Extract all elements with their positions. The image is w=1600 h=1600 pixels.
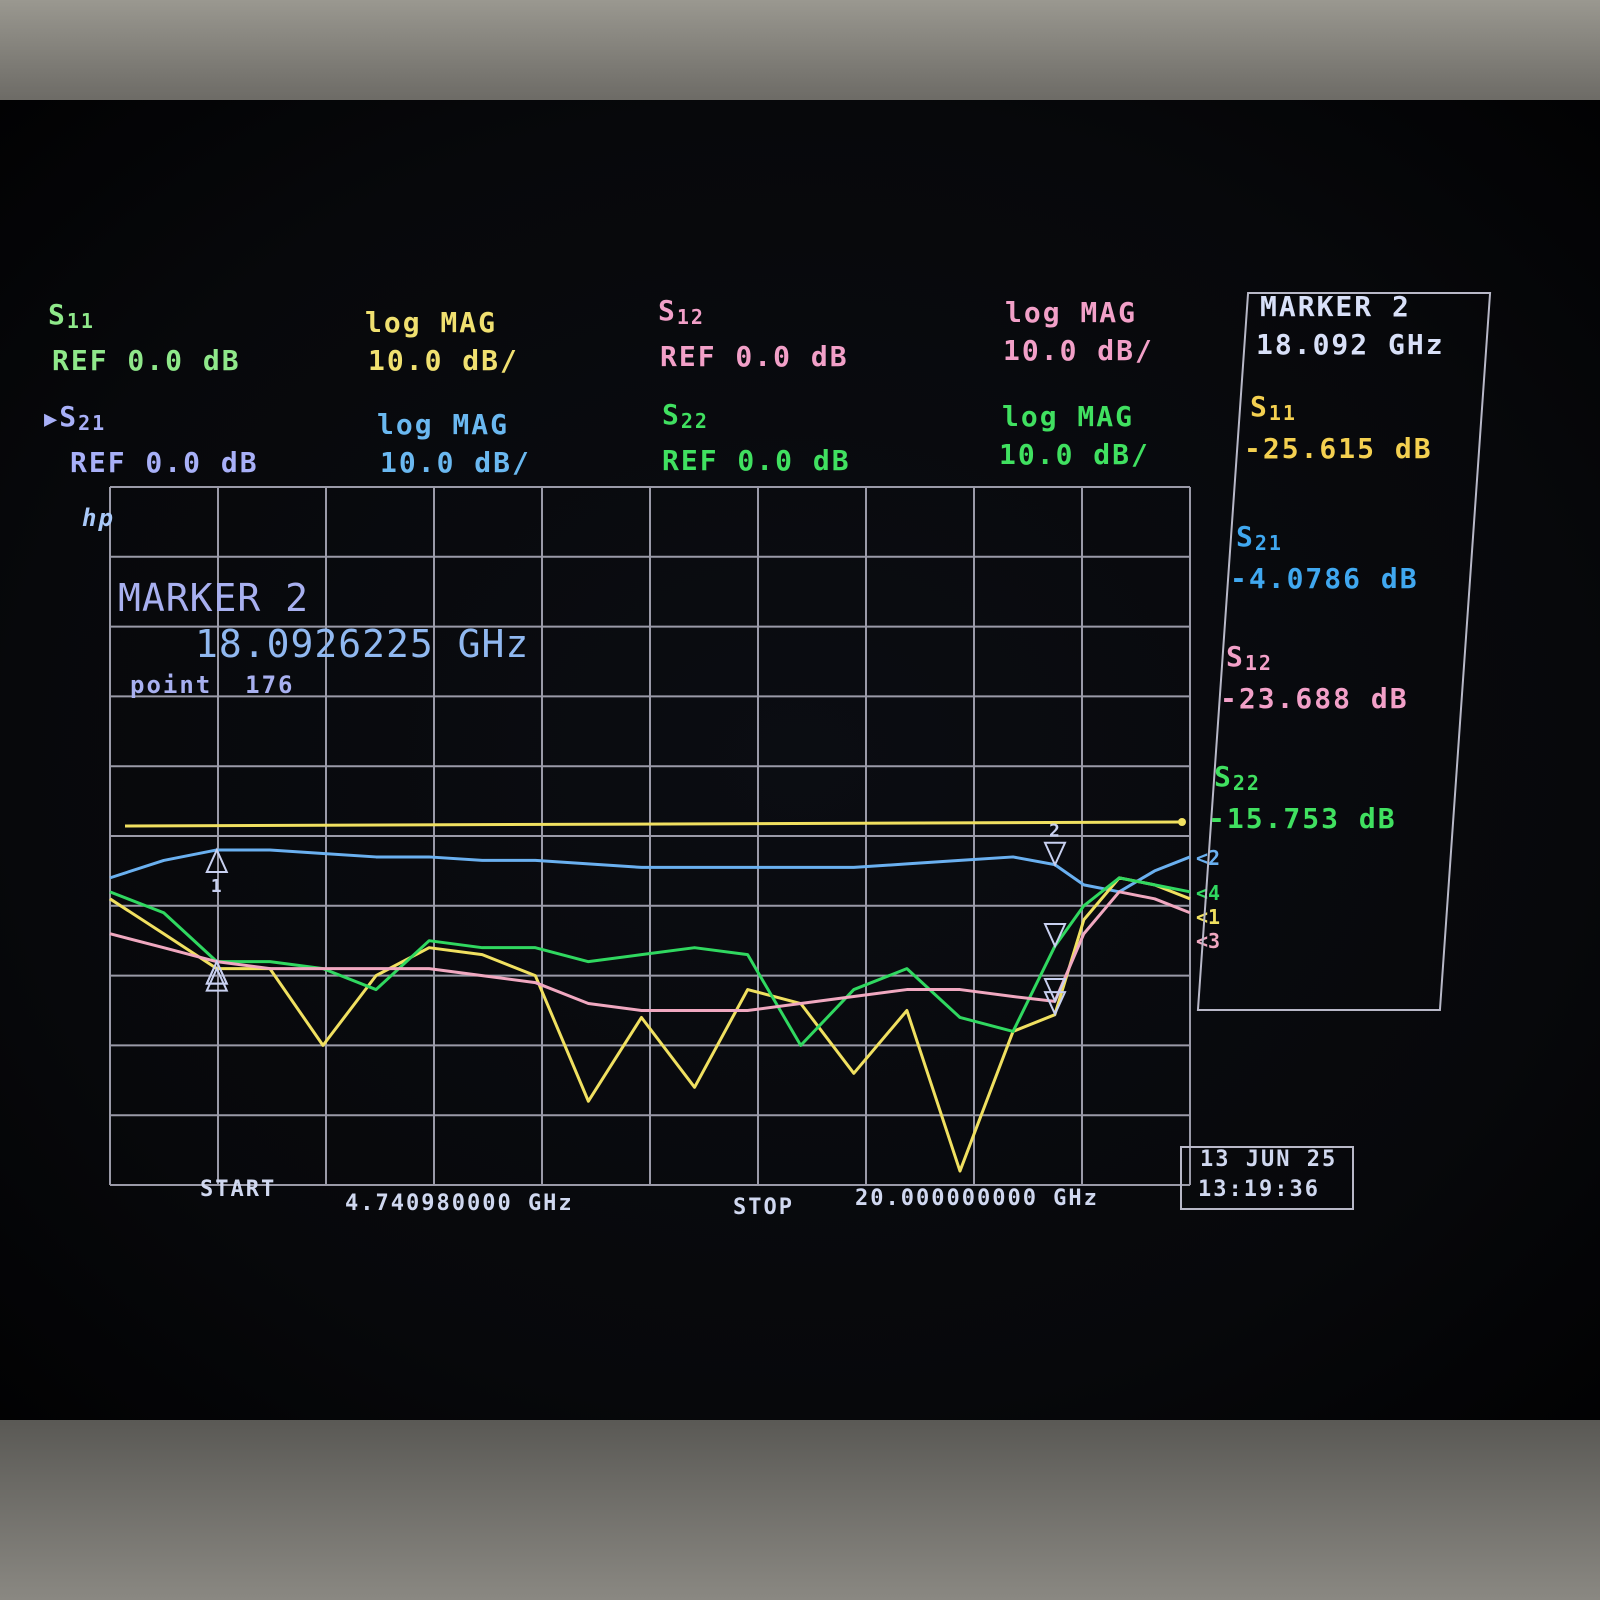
ch-s21-ref: REF 0.0 dB — [70, 446, 259, 479]
ch-s22-format: log MAG — [1002, 400, 1135, 433]
marker-2-label: 2 — [1049, 821, 1060, 842]
start-label: START — [200, 1177, 277, 1202]
instrument-bezel-bottom — [0, 1420, 1600, 1600]
stop-value: 20.000000000 GHz — [855, 1186, 1099, 1211]
readout-s22-label: S22 — [1214, 760, 1261, 795]
readout-title: MARKER 2 — [1260, 290, 1411, 323]
readout-s21-label: S21 — [1236, 520, 1283, 555]
trace-end-label-s22: <4 — [1196, 881, 1220, 905]
readout-s12-label: S12 — [1226, 640, 1273, 675]
trace-s22 — [109, 876, 1191, 1047]
readout-s12-value: -23.688 dB — [1220, 682, 1409, 715]
trace-end-label-s11: <1 — [1196, 905, 1220, 929]
ch-s22-label: S22 — [662, 398, 709, 433]
ch-s11-format: log MAG — [365, 306, 498, 339]
readout-s22-value: -15.753 dB — [1208, 802, 1397, 835]
ch-s11-label: S11 — [48, 298, 95, 333]
stop-label: STOP — [733, 1195, 794, 1220]
marker-2-triangle-s21 — [1043, 841, 1067, 868]
ch-s11-scale: 10.0 dB/ — [368, 344, 519, 377]
trace-end-label-s12: <3 — [1196, 929, 1220, 953]
readout-s21-value: -4.0786 dB — [1230, 562, 1419, 595]
reference-line — [124, 820, 1183, 828]
ch-s12-ref: REF 0.0 dB — [660, 340, 849, 373]
marker-annotation-freq: 18.0926225 GHz — [195, 622, 530, 666]
active-channel-indicator: ▶ — [44, 407, 60, 432]
instrument-bezel-top — [0, 0, 1600, 100]
marker-2-triangle-s22 — [1043, 923, 1067, 949]
marker-2-triangle-s11 — [1043, 991, 1067, 1017]
ch-s22-ref: REF 0.0 dB — [662, 444, 851, 477]
ch-s12-scale: 10.0 dB/ — [1003, 334, 1154, 367]
reference-position-marker — [1178, 818, 1186, 826]
readout-s11-value: -25.615 dB — [1244, 432, 1433, 465]
marker-1-triangle-s21 — [205, 847, 229, 873]
readout-freq: 18.092 GHz — [1256, 328, 1445, 361]
marker-2-triangle-s12 — [1043, 977, 1067, 1004]
ch-s21-label[interactable]: ▶S21 — [44, 400, 107, 435]
date: 13 JUN 25 — [1200, 1147, 1338, 1172]
trace-end-label-s21: <2 — [1196, 846, 1220, 870]
marker-1-label: 1 — [211, 876, 222, 897]
trace-s21 — [109, 848, 1191, 894]
datetime-box — [1180, 1146, 1354, 1210]
ch-s21-scale: 10.0 dB/ — [380, 446, 531, 479]
marker-1-triangle-s12 — [205, 959, 229, 985]
ch-s12-label: S12 — [658, 294, 705, 329]
marker-annotation-title: MARKER 2 — [118, 576, 310, 620]
ch-s21-format: log MAG — [377, 408, 510, 441]
marker-annotation-point: point 176 — [130, 671, 295, 699]
ch-s12-format: log MAG — [1005, 296, 1138, 329]
time: 13:19:36 — [1198, 1177, 1320, 1202]
crt-screen — [0, 100, 1600, 1420]
ch-s22-scale: 10.0 dB/ — [999, 438, 1150, 471]
readout-s11-label: S11 — [1250, 390, 1297, 425]
hp-logo: hp — [82, 504, 115, 532]
marker-1-triangle-s11 — [205, 966, 229, 992]
ch-s11-ref: REF 0.0 dB — [52, 344, 241, 377]
start-value: 4.740980000 GHz — [345, 1191, 574, 1216]
trace-s11 — [109, 876, 1191, 1173]
